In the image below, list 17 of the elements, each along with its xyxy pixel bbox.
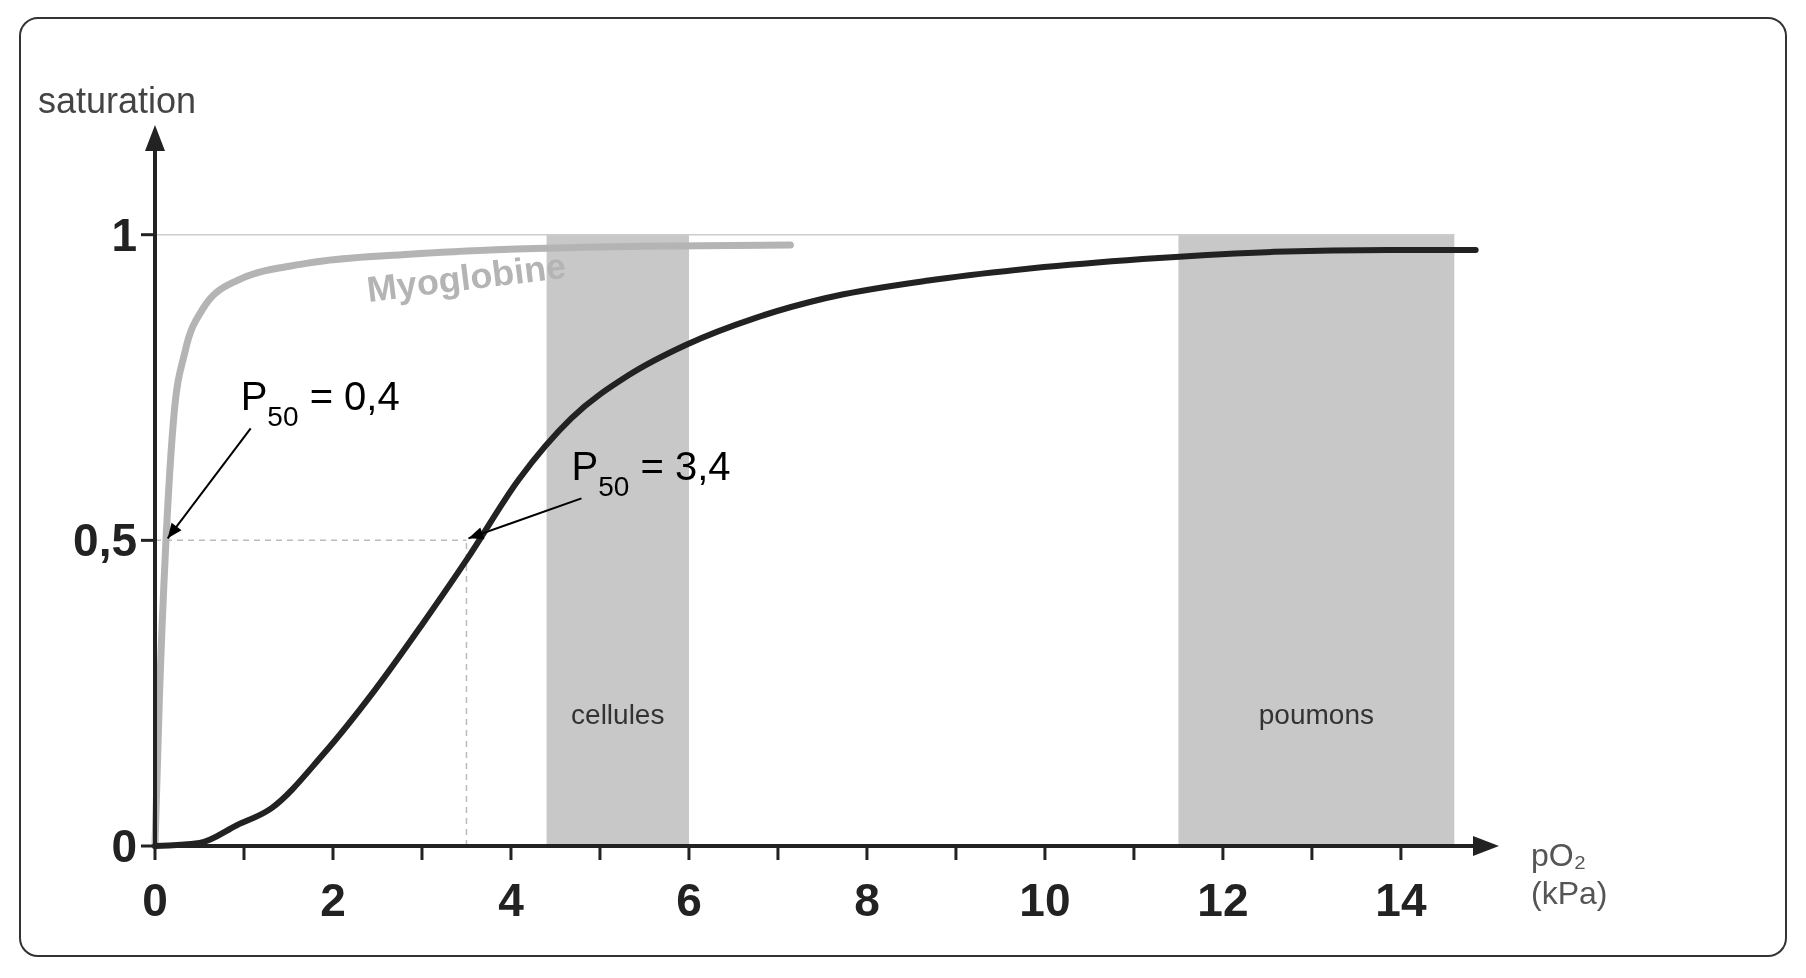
annotation: P$_{50}$ = 3,4 [571, 444, 731, 502]
x-tick-label: 10 [1019, 874, 1071, 926]
band-label: cellules [571, 698, 665, 730]
x-tick-label: 4 [498, 874, 525, 926]
x-tick-label: 8 [854, 874, 880, 926]
y-tick-label: 0,5 [73, 514, 137, 567]
y-tick-label: 1 [111, 208, 137, 261]
annotation: P$_{50}$ = 0,4 [240, 374, 400, 432]
x-axis-title: pO₂ (kPa) [1531, 837, 1608, 911]
x-tick-label: 2 [320, 874, 346, 926]
y-tick-label: 0 [111, 820, 137, 872]
y-axis-title: saturation [38, 80, 197, 121]
x-tick-label: 14 [1375, 874, 1427, 926]
x-tick-label: 6 [676, 874, 702, 926]
band-label: poumons [1258, 698, 1374, 730]
text: Myoglobine [364, 244, 569, 310]
x-tick-label: 12 [1197, 874, 1249, 926]
